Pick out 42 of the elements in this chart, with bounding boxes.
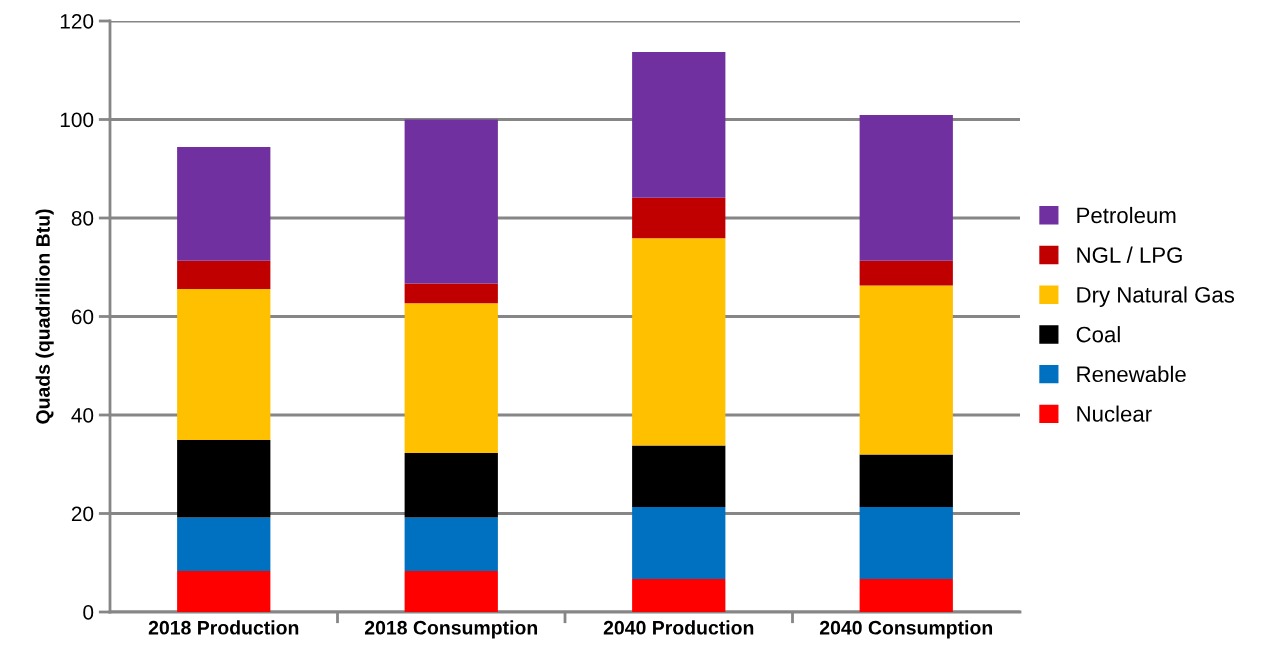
bar: [177, 147, 271, 261]
bar: [404, 517, 498, 572]
legend-label: Dry Natural Gas: [1077, 286, 1235, 308]
legend-label: NGL / LPG: [1077, 246, 1182, 263]
y-tick-label: 80: [71, 211, 94, 226]
bar: [404, 452, 498, 518]
bar: [404, 119, 498, 284]
y-tick-label: 120: [60, 14, 94, 29]
bar: [177, 260, 271, 289]
bar: [859, 260, 953, 286]
bar: [632, 197, 726, 239]
y-tick-label: 60: [71, 309, 94, 325]
y-tick-label: 100: [60, 112, 94, 128]
bar: [177, 440, 271, 518]
bar: [632, 507, 726, 579]
bar: [632, 579, 726, 612]
bar: [404, 283, 498, 304]
bar: [632, 445, 726, 508]
bar: [632, 238, 726, 446]
bar: [859, 579, 953, 612]
legend-label: Petroleum: [1077, 206, 1176, 224]
x-tick-label: 2018 Consumption: [364, 620, 538, 639]
bar: [859, 507, 953, 579]
y-tick-label: 20: [71, 506, 94, 522]
bar: [177, 571, 271, 612]
y-axis-title: Quads (quadrillion Btu): [35, 209, 54, 424]
legend-label: Nuclear: [1077, 405, 1152, 422]
bar: [404, 303, 498, 453]
bar: [632, 52, 726, 198]
bar: [859, 115, 953, 261]
x-tick-label: 2018 Production: [148, 620, 299, 635]
bar: [859, 285, 953, 455]
legend-label: Renewable: [1077, 365, 1186, 383]
x-tick-label: 2040 Production: [603, 620, 754, 635]
y-tick-label: 0: [83, 605, 94, 620]
legend-label: Coal: [1076, 326, 1120, 343]
bar: [177, 517, 271, 572]
x-tick-label: 2040 Consumption: [819, 620, 993, 639]
bar: [177, 288, 271, 441]
bar: [404, 571, 498, 612]
y-tick-label: 40: [71, 408, 94, 423]
bar: [859, 454, 953, 508]
